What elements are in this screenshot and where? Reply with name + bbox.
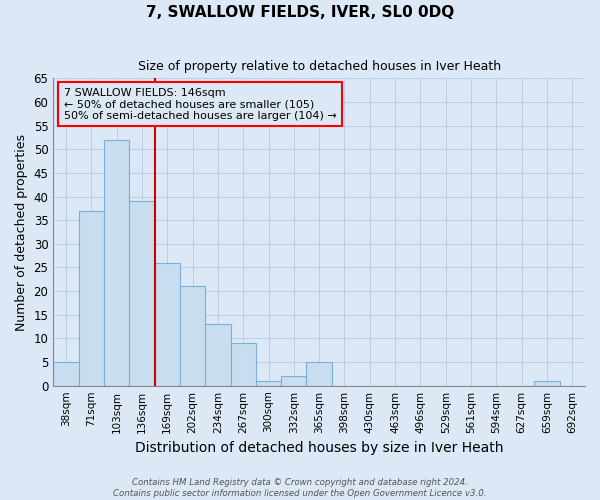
Bar: [307, 362, 332, 386]
Bar: [205, 324, 230, 386]
Bar: [155, 262, 180, 386]
Bar: [79, 210, 104, 386]
Bar: [230, 343, 256, 386]
Title: Size of property relative to detached houses in Iver Heath: Size of property relative to detached ho…: [137, 60, 501, 73]
Text: 7, SWALLOW FIELDS, IVER, SL0 0DQ: 7, SWALLOW FIELDS, IVER, SL0 0DQ: [146, 5, 454, 20]
Text: Contains HM Land Registry data © Crown copyright and database right 2024.
Contai: Contains HM Land Registry data © Crown c…: [113, 478, 487, 498]
Bar: [256, 381, 281, 386]
Text: 7 SWALLOW FIELDS: 146sqm
← 50% of detached houses are smaller (105)
50% of semi-: 7 SWALLOW FIELDS: 146sqm ← 50% of detach…: [64, 88, 337, 121]
Bar: [129, 202, 155, 386]
Bar: [535, 381, 560, 386]
Bar: [281, 376, 307, 386]
Bar: [180, 286, 205, 386]
Y-axis label: Number of detached properties: Number of detached properties: [15, 134, 28, 330]
X-axis label: Distribution of detached houses by size in Iver Heath: Distribution of detached houses by size …: [135, 441, 503, 455]
Bar: [53, 362, 79, 386]
Bar: [104, 140, 129, 386]
